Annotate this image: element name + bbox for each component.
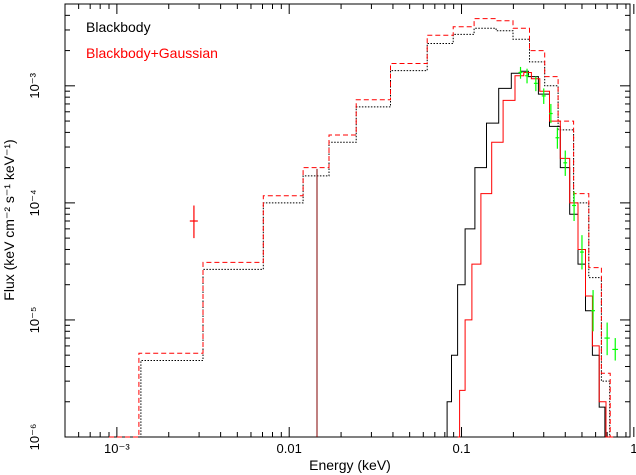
series-line-3 — [457, 72, 610, 438]
x-tick-label: 10⁻³ — [104, 441, 130, 456]
data-point — [563, 150, 568, 176]
data-point — [591, 290, 595, 332]
axis-ticks — [65, 4, 635, 438]
data-point — [612, 338, 619, 361]
data-point — [533, 76, 538, 92]
data-point — [579, 235, 584, 270]
series-line-2 — [444, 70, 608, 438]
data-point — [549, 103, 553, 124]
data-points — [189, 66, 619, 361]
data-point — [525, 68, 529, 84]
legend: Blackbody Blackbody+Gaussian — [86, 19, 218, 61]
series-line-0 — [113, 27, 613, 438]
y-tick-label: 10⁻³ — [27, 72, 42, 98]
data-point — [518, 66, 523, 79]
data-point — [541, 88, 546, 104]
data-point — [604, 322, 610, 356]
plot-frame — [64, 3, 631, 438]
y-tick-label: 10⁻⁴ — [27, 189, 42, 216]
data-point — [189, 205, 198, 239]
data-point — [572, 191, 577, 222]
tick-labels: 10⁻³ 0.01 0.1 1 10⁻⁶ 10⁻⁵ 10⁻⁴ 10⁻³ — [27, 72, 636, 456]
y-tick-label: 10⁻⁶ — [27, 424, 42, 451]
x-tick-label: 0.1 — [452, 441, 470, 456]
y-axis-label: Flux (keV cm⁻² s⁻¹ keV⁻¹) — [1, 139, 17, 300]
legend-entry: Blackbody+Gaussian — [86, 45, 218, 61]
series-line-1 — [109, 18, 614, 438]
y-tick-label: 10⁻⁵ — [27, 307, 42, 334]
data-point — [555, 127, 560, 149]
model-curves — [109, 18, 614, 438]
x-axis-label: Energy (keV) — [309, 457, 391, 473]
legend-entry: Blackbody — [86, 19, 151, 35]
x-tick-label: 0.01 — [277, 441, 302, 456]
x-tick-label: 1 — [630, 441, 636, 456]
